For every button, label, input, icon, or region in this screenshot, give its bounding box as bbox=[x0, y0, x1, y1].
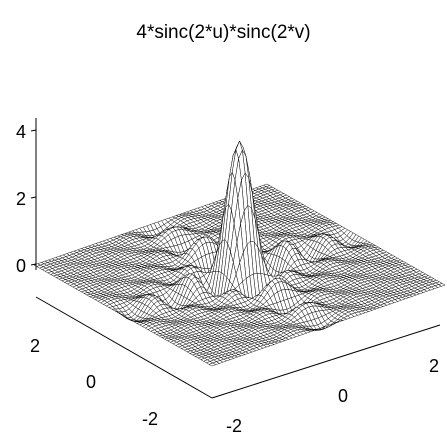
z-tick-mark-0 bbox=[30, 263, 37, 266]
surface-mesh bbox=[33, 140, 446, 367]
z-tick-mark-2 bbox=[30, 196, 37, 199]
z-axis: 0 2 4 bbox=[16, 118, 37, 276]
z-tick-label-0: 0 bbox=[16, 256, 26, 276]
u-tick-label-neg2: -2 bbox=[142, 409, 158, 429]
v-tick-label-2: 2 bbox=[429, 356, 439, 376]
mesh-cell bbox=[208, 362, 217, 367]
u-axis-line bbox=[35, 296, 213, 399]
v-axis: -2 0 2 bbox=[211, 324, 441, 436]
z-tick-label-2: 2 bbox=[16, 189, 26, 209]
u-tick-label-2: 2 bbox=[30, 336, 40, 356]
u-tick-label-0: 0 bbox=[86, 372, 96, 392]
chart-title: 4*sinc(2*u)*sinc(2*v) bbox=[136, 22, 311, 43]
v-axis-line bbox=[211, 324, 441, 399]
z-tick-label-4: 4 bbox=[16, 122, 26, 142]
u-axis: 2 0 -2 bbox=[30, 296, 213, 429]
z-tick-mark-4 bbox=[30, 129, 37, 132]
v-tick-label-0: 0 bbox=[338, 386, 348, 406]
v-tick-label-neg2: -2 bbox=[226, 416, 242, 436]
